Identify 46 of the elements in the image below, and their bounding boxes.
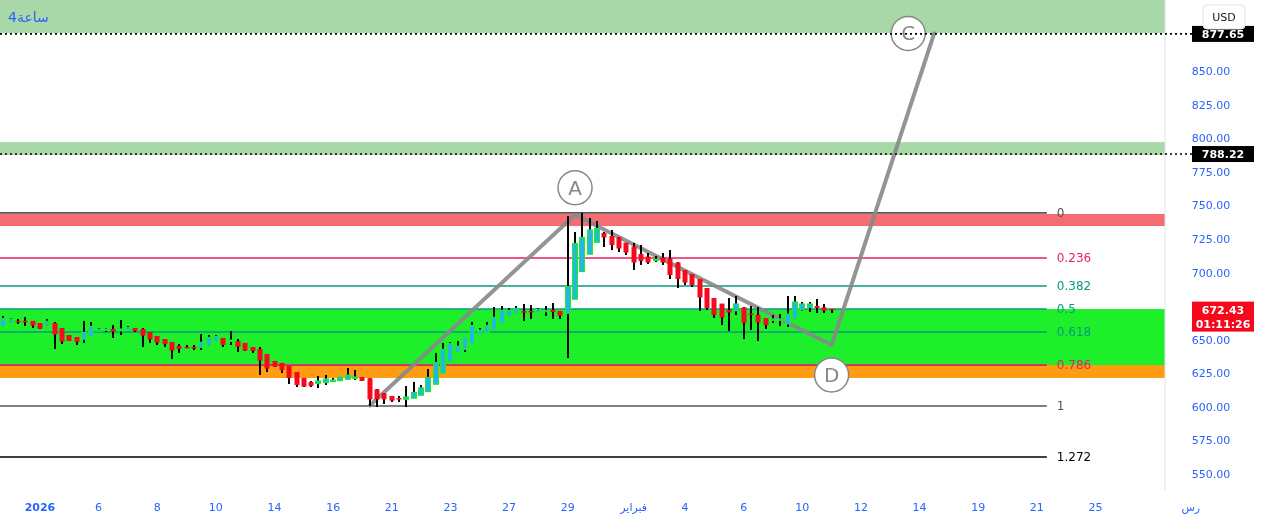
x-tick-label: فبراير bbox=[619, 501, 648, 514]
x-tick-label: 10 bbox=[208, 501, 223, 514]
ref-line-label: 877.65 bbox=[1201, 27, 1245, 41]
annotation: 1.272 bbox=[1056, 449, 1092, 464]
x-tick-label: 6 bbox=[95, 501, 103, 514]
x-tick-label: 21 bbox=[1029, 501, 1044, 514]
x-tick-label: 14 bbox=[912, 501, 927, 514]
annotation: 0.618 bbox=[1056, 325, 1092, 340]
y-tick-label: 625.00 bbox=[1191, 367, 1231, 381]
x-tick-label: 12 bbox=[853, 501, 868, 514]
y-tick-label: 800.00 bbox=[1191, 132, 1231, 146]
y-tick-label: 600.00 bbox=[1191, 400, 1231, 414]
x-tick-label: 23 bbox=[443, 501, 458, 514]
y-tick-label: 550.00 bbox=[1191, 468, 1231, 482]
text: 01:11:26 bbox=[1195, 317, 1251, 331]
annotation: A bbox=[568, 175, 583, 200]
annotation: 0.382 bbox=[1056, 278, 1092, 293]
x-tick-label: 25 bbox=[1088, 501, 1103, 514]
x-tick-label: 4 bbox=[681, 501, 689, 514]
y-tick-label: 825.00 bbox=[1191, 98, 1231, 112]
y-tick-label: 850.00 bbox=[1191, 65, 1231, 79]
x-tick-label: 8 bbox=[153, 501, 161, 514]
x-tick-label: 14 bbox=[267, 501, 282, 514]
x-tick-label: 19 bbox=[971, 501, 986, 514]
text: 4ساعة bbox=[8, 9, 49, 25]
y-axis-title: USD bbox=[1212, 11, 1236, 24]
x-tick-label: رس bbox=[1181, 501, 1201, 514]
ref-line-label: 788.22 bbox=[1201, 148, 1245, 162]
x-tick-label: 16 bbox=[326, 501, 341, 514]
annotation: D bbox=[823, 363, 840, 388]
text: 672.43 bbox=[1201, 303, 1245, 317]
y-tick-label: 650.00 bbox=[1191, 333, 1231, 347]
x-tick-label: 6 bbox=[740, 501, 748, 514]
y-tick-label: 725.00 bbox=[1191, 232, 1231, 246]
x-tick-label: 21 bbox=[384, 501, 399, 514]
y-tick-label: 700.00 bbox=[1191, 266, 1231, 280]
annotation: 1 bbox=[1056, 399, 1065, 414]
annotation: C bbox=[901, 21, 916, 46]
y-tick-label: 775.00 bbox=[1191, 165, 1231, 179]
x-tick-label: 10 bbox=[795, 501, 810, 514]
y-tick-label: 750.00 bbox=[1191, 199, 1231, 213]
x-tick-label: 2026 bbox=[24, 501, 56, 514]
x-tick-label: 29 bbox=[560, 501, 575, 514]
x-tick-label: 27 bbox=[502, 501, 517, 514]
y-tick-label: 575.00 bbox=[1191, 434, 1231, 448]
annotation: 0.236 bbox=[1056, 251, 1092, 266]
